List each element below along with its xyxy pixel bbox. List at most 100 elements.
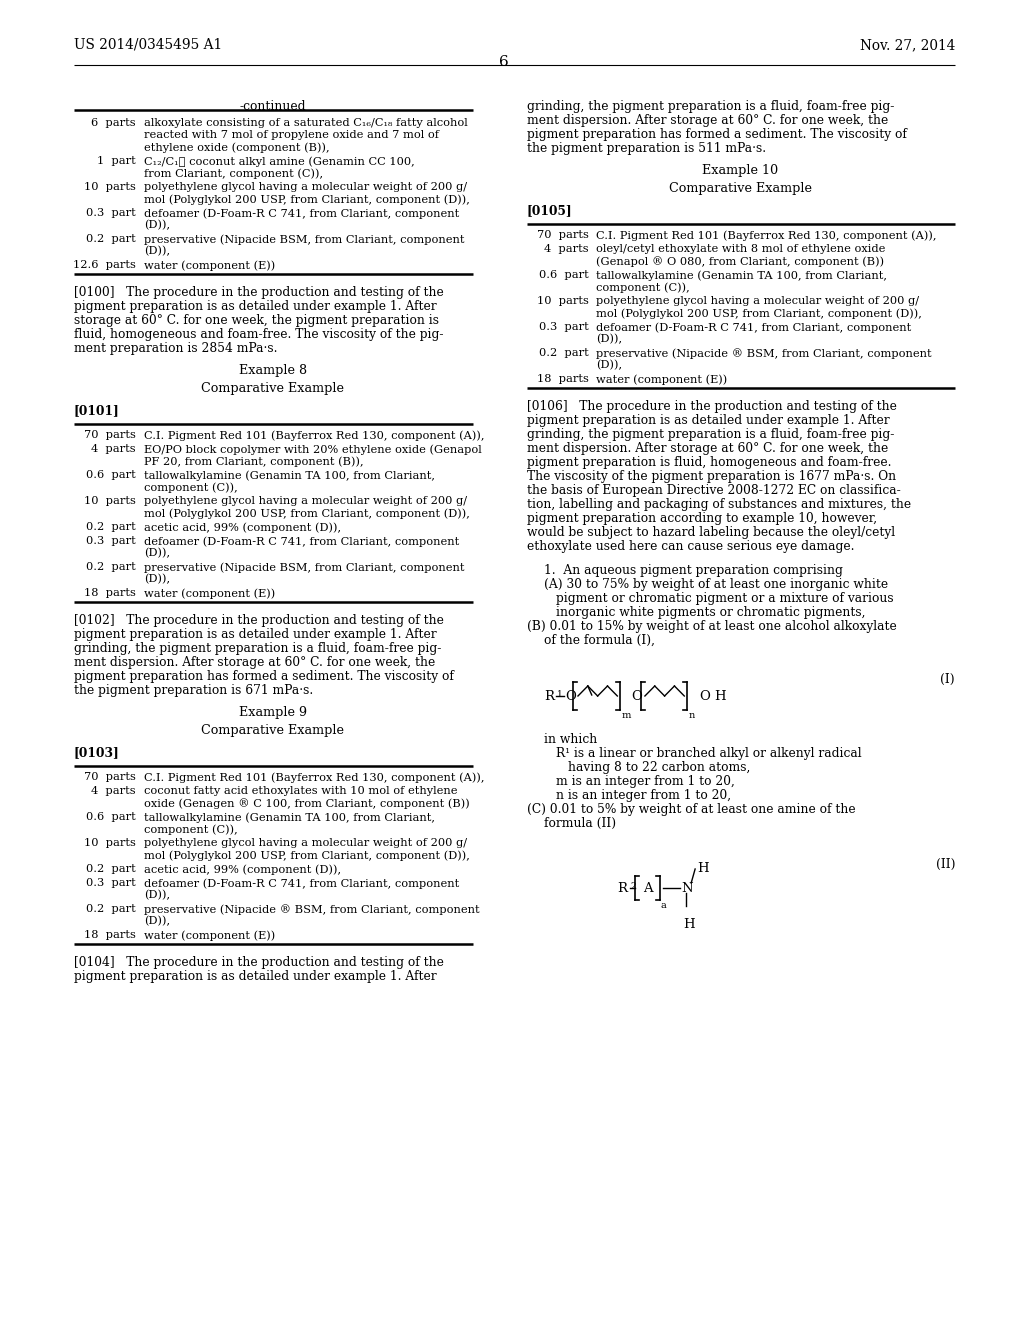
Text: mol (Polyglykol 200 USP, from Clariant, component (D)),: mol (Polyglykol 200 USP, from Clariant, …	[143, 850, 470, 861]
Text: tallowalkylamine (Genamin TA 100, from Clariant,: tallowalkylamine (Genamin TA 100, from C…	[596, 271, 887, 281]
Text: m is an integer from 1 to 20,: m is an integer from 1 to 20,	[556, 775, 735, 788]
Text: tallowalkylamine (Genamin TA 100, from Clariant,: tallowalkylamine (Genamin TA 100, from C…	[143, 812, 435, 822]
Text: [0102]   The procedure in the production and testing of the: [0102] The procedure in the production a…	[74, 614, 443, 627]
Text: oxide (Genagen ® C 100, from Clariant, component (B)): oxide (Genagen ® C 100, from Clariant, c…	[143, 799, 469, 809]
Text: pigment preparation according to example 10, however,: pigment preparation according to example…	[526, 512, 877, 525]
Text: The viscosity of the pigment preparation is 1677 mPa·s. On: The viscosity of the pigment preparation…	[526, 470, 896, 483]
Text: A: A	[643, 882, 652, 895]
Text: preservative (Nipacide ® BSM, from Clariant, component: preservative (Nipacide ® BSM, from Clari…	[596, 348, 931, 359]
Text: (D)),: (D)),	[143, 548, 170, 558]
Text: 18  parts: 18 parts	[537, 374, 589, 384]
Text: grinding, the pigment preparation is a fluid, foam-free pig-: grinding, the pigment preparation is a f…	[526, 428, 894, 441]
Text: H: H	[683, 917, 695, 931]
Text: [0105]: [0105]	[526, 205, 572, 216]
Text: n is an integer from 1 to 20,: n is an integer from 1 to 20,	[556, 789, 731, 803]
Text: reacted with 7 mol of propylene oxide and 7 mol of: reacted with 7 mol of propylene oxide an…	[143, 129, 438, 140]
Text: 70  parts: 70 parts	[84, 430, 136, 440]
Text: preservative (Nipacide ® BSM, from Clariant, component: preservative (Nipacide ® BSM, from Clari…	[143, 904, 479, 915]
Text: grinding, the pigment preparation is a fluid, foam-free pig-: grinding, the pigment preparation is a f…	[526, 100, 894, 114]
Text: 0.3  part: 0.3 part	[86, 536, 136, 546]
Text: 4  parts: 4 parts	[544, 244, 589, 253]
Text: 70  parts: 70 parts	[84, 772, 136, 781]
Text: pigment preparation has formed a sediment. The viscosity of: pigment preparation has formed a sedimen…	[526, 128, 906, 141]
Text: would be subject to hazard labeling because the oleyl/cetyl: would be subject to hazard labeling beca…	[526, 525, 895, 539]
Text: 0.3  part: 0.3 part	[86, 878, 136, 888]
Text: (D)),: (D)),	[596, 360, 622, 371]
Text: polyethylene glycol having a molecular weight of 200 g/: polyethylene glycol having a molecular w…	[143, 182, 467, 191]
Text: storage at 60° C. for one week, the pigment preparation is: storage at 60° C. for one week, the pigm…	[74, 314, 439, 327]
Text: 1.  An aqueous pigment preparation comprising: 1. An aqueous pigment preparation compri…	[545, 564, 844, 577]
Text: [0106]   The procedure in the production and testing of the: [0106] The procedure in the production a…	[526, 400, 897, 413]
Text: the pigment preparation is 671 mPa·s.: the pigment preparation is 671 mPa·s.	[74, 684, 313, 697]
Text: preservative (Nipacide BSM, from Clariant, component: preservative (Nipacide BSM, from Clarian…	[143, 234, 464, 244]
Text: (D)),: (D)),	[143, 890, 170, 900]
Text: O: O	[565, 689, 577, 702]
Text: 6: 6	[500, 55, 509, 69]
Text: H: H	[714, 689, 725, 702]
Text: pigment preparation is as detailed under example 1. After: pigment preparation is as detailed under…	[74, 628, 436, 642]
Text: O: O	[631, 689, 642, 702]
Text: 0.3  part: 0.3 part	[539, 322, 589, 333]
Text: (I): (I)	[940, 673, 955, 686]
Text: n: n	[688, 711, 694, 719]
Text: (D)),: (D)),	[143, 246, 170, 256]
Text: 10  parts: 10 parts	[84, 838, 136, 847]
Text: pigment preparation has formed a sediment. The viscosity of: pigment preparation has formed a sedimen…	[74, 671, 454, 682]
Text: C.I. Pigment Red 101 (Bayferrox Red 130, component (A)),: C.I. Pigment Red 101 (Bayferrox Red 130,…	[143, 772, 484, 783]
Text: defoamer (D-Foam-R C 741, from Clariant, component: defoamer (D-Foam-R C 741, from Clariant,…	[143, 536, 459, 546]
Text: Comparative Example: Comparative Example	[202, 381, 344, 395]
Text: inorganic white pigments or chromatic pigments,: inorganic white pigments or chromatic pi…	[556, 606, 866, 619]
Text: (B) 0.01 to 15% by weight of at least one alcohol alkoxylate: (B) 0.01 to 15% by weight of at least on…	[526, 620, 896, 634]
Text: 2: 2	[631, 882, 636, 891]
Text: defoamer (D-Foam-R C 741, from Clariant, component: defoamer (D-Foam-R C 741, from Clariant,…	[143, 209, 459, 219]
Text: 0.2  part: 0.2 part	[86, 904, 136, 913]
Text: R: R	[545, 689, 554, 702]
Text: acetic acid, 99% (component (D)),: acetic acid, 99% (component (D)),	[143, 865, 341, 875]
Text: [0103]: [0103]	[74, 746, 120, 759]
Text: pigment preparation is as detailed under example 1. After: pigment preparation is as detailed under…	[526, 414, 890, 426]
Text: 0.2  part: 0.2 part	[86, 865, 136, 874]
Text: having 8 to 22 carbon atoms,: having 8 to 22 carbon atoms,	[568, 762, 751, 774]
Text: water (component (E)): water (component (E))	[143, 587, 275, 598]
Text: formula (II): formula (II)	[545, 817, 616, 830]
Text: ment dispersion. After storage at 60° C. for one week, the: ment dispersion. After storage at 60° C.…	[74, 656, 435, 669]
Text: 6  parts: 6 parts	[91, 117, 136, 128]
Text: (Genapol ® O 080, from Clariant, component (B)): (Genapol ® O 080, from Clariant, compone…	[596, 256, 884, 267]
Text: 0.2  part: 0.2 part	[86, 562, 136, 572]
Text: (II): (II)	[936, 858, 955, 871]
Text: pigment preparation is fluid, homogeneous and foam-free.: pigment preparation is fluid, homogeneou…	[526, 455, 891, 469]
Text: the basis of European Directive 2008-1272 EC on classifica-: the basis of European Directive 2008-127…	[526, 484, 900, 498]
Text: pigment preparation is as detailed under example 1. After: pigment preparation is as detailed under…	[74, 300, 436, 313]
Text: 1  part: 1 part	[97, 156, 136, 166]
Text: Example 9: Example 9	[239, 706, 307, 719]
Text: 1: 1	[557, 690, 562, 700]
Text: coconut fatty acid ethoxylates with 10 mol of ethylene: coconut fatty acid ethoxylates with 10 m…	[143, 785, 458, 796]
Text: mol (Polyglykol 200 USP, from Clariant, component (D)),: mol (Polyglykol 200 USP, from Clariant, …	[143, 194, 470, 205]
Text: 18  parts: 18 parts	[84, 931, 136, 940]
Text: a: a	[660, 902, 667, 909]
Text: ethoxylate used here can cause serious eye damage.: ethoxylate used here can cause serious e…	[526, 540, 854, 553]
Text: of the formula (I),: of the formula (I),	[545, 634, 655, 647]
Text: [0104]   The procedure in the production and testing of the: [0104] The procedure in the production a…	[74, 956, 443, 969]
Text: N: N	[681, 882, 693, 895]
Text: (C) 0.01 to 5% by weight of at least one amine of the: (C) 0.01 to 5% by weight of at least one…	[526, 803, 855, 816]
Text: polyethylene glycol having a molecular weight of 200 g/: polyethylene glycol having a molecular w…	[596, 296, 919, 306]
Text: water (component (E)): water (component (E))	[143, 931, 275, 941]
Text: 10  parts: 10 parts	[84, 496, 136, 506]
Text: Comparative Example: Comparative Example	[202, 723, 344, 737]
Text: water (component (E)): water (component (E))	[596, 374, 727, 384]
Text: defoamer (D-Foam-R C 741, from Clariant, component: defoamer (D-Foam-R C 741, from Clariant,…	[143, 878, 459, 888]
Text: 10  parts: 10 parts	[537, 296, 589, 306]
Text: alkoxylate consisting of a saturated C₁₆/C₁₈ fatty alcohol: alkoxylate consisting of a saturated C₁₆…	[143, 117, 468, 128]
Text: (D)),: (D)),	[143, 916, 170, 927]
Text: US 2014/0345495 A1: US 2014/0345495 A1	[74, 38, 222, 51]
Text: C₁₂/C₁⁦ coconut alkyl amine (Genamin CC 100,: C₁₂/C₁⁦ coconut alkyl amine (Genamin CC …	[143, 156, 415, 166]
Text: 4  parts: 4 parts	[91, 444, 136, 454]
Text: (D)),: (D)),	[143, 220, 170, 231]
Text: m: m	[622, 711, 631, 719]
Text: tallowalkylamine (Genamin TA 100, from Clariant,: tallowalkylamine (Genamin TA 100, from C…	[143, 470, 435, 480]
Text: (A) 30 to 75% by weight of at least one inorganic white: (A) 30 to 75% by weight of at least one …	[545, 578, 889, 591]
Text: Example 10: Example 10	[702, 164, 778, 177]
Text: PF 20, from Clariant, component (B)),: PF 20, from Clariant, component (B)),	[143, 455, 364, 466]
Text: 4  parts: 4 parts	[91, 785, 136, 796]
